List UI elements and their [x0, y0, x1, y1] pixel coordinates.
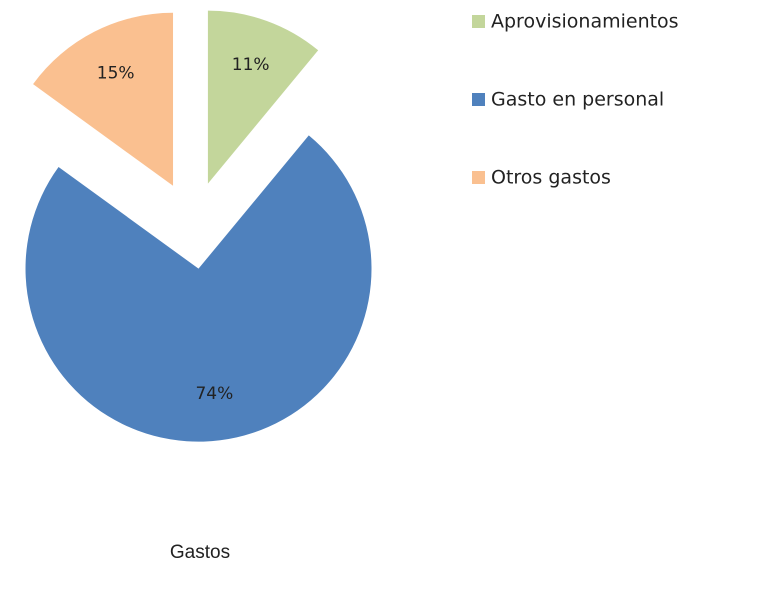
- data-label: 15%: [97, 63, 135, 83]
- legend-swatch: [472, 15, 485, 28]
- data-label: 74%: [195, 384, 233, 404]
- legend-label: Gasto en personal: [491, 89, 664, 111]
- chart-title: Gastos: [170, 542, 230, 563]
- legend-label: Aprovisionamientos: [491, 11, 679, 33]
- pie-slice: [33, 12, 174, 186]
- pie-slice: [25, 135, 372, 442]
- pie-slice: [207, 10, 319, 184]
- data-label: 11%: [232, 55, 270, 75]
- legend-swatch: [472, 171, 485, 184]
- legend-label: Otros gastos: [491, 167, 611, 189]
- legend-swatch: [472, 93, 485, 106]
